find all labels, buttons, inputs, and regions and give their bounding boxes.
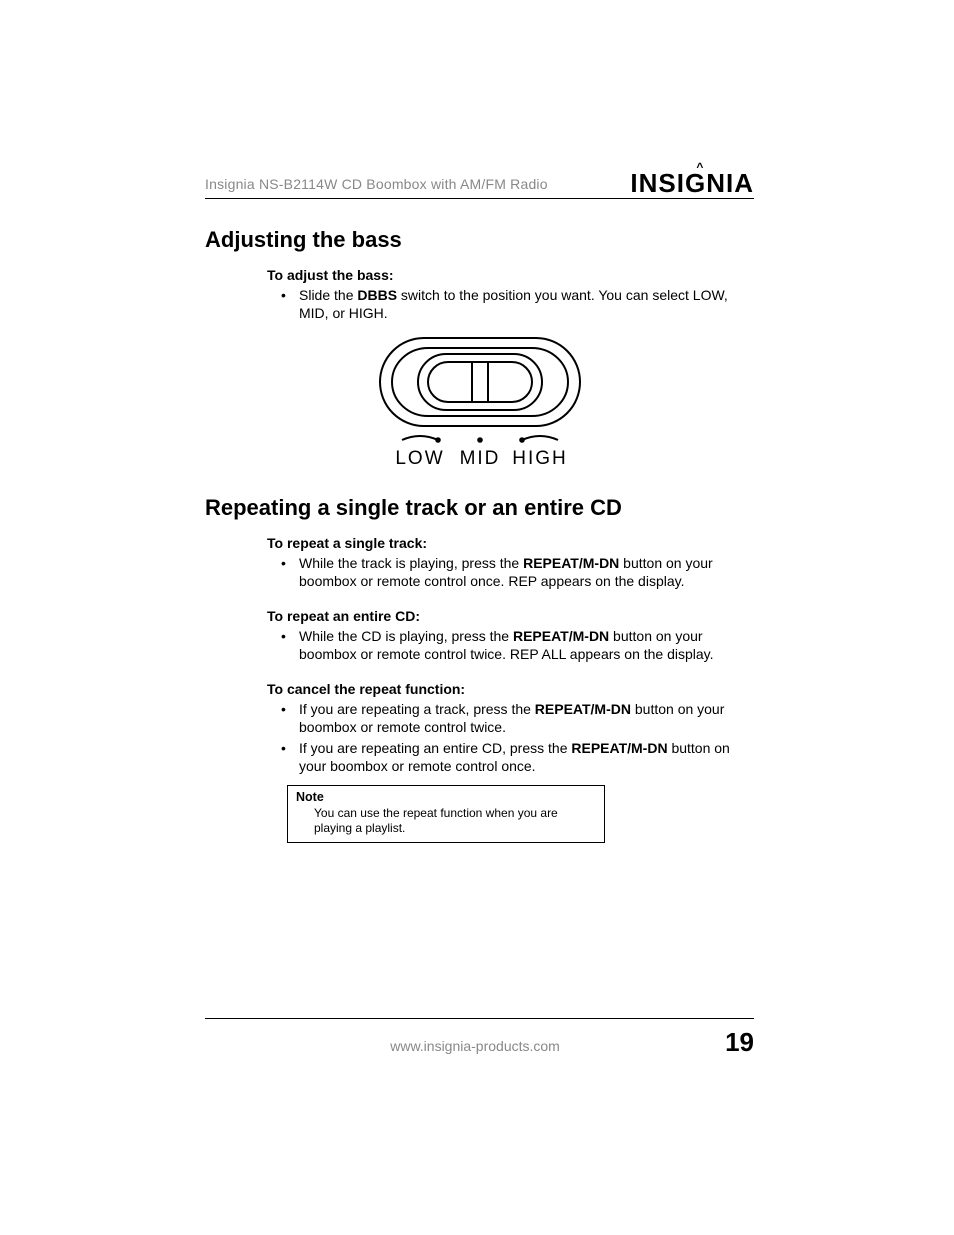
tick-dot-high — [519, 437, 525, 443]
list-item: If you are repeating an entire CD, press… — [267, 740, 754, 775]
slider-label-high: HIGH — [512, 448, 568, 469]
text-bold: REPEAT/M-DN — [535, 701, 631, 717]
list-item: If you are repeating a track, press the … — [267, 701, 754, 736]
subhead-repeat-entire: To repeat an entire CD: — [267, 608, 754, 624]
footer-rule — [205, 1018, 754, 1019]
list-item: While the CD is playing, press the REPEA… — [267, 628, 754, 663]
list-item: Slide the DBBS switch to the position yo… — [267, 287, 754, 322]
subhead-bass: To adjust the bass: — [267, 267, 754, 283]
note-body: You can use the repeat function when you… — [296, 806, 596, 836]
text: Slide the — [299, 287, 357, 303]
note-head: Note — [296, 790, 596, 804]
brand-text: INSIGNIA — [630, 168, 754, 198]
tick-dot-mid — [477, 437, 483, 443]
slider-label-mid: MID — [459, 448, 500, 469]
footer-url: www.insignia-products.com — [390, 1038, 560, 1054]
footer-row: www.insignia-products.com 19 — [205, 1027, 754, 1058]
text-bold: REPEAT/M-DN — [571, 740, 667, 756]
text-bold: DBBS — [357, 287, 397, 303]
bullets-repeat-entire: While the CD is playing, press the REPEA… — [267, 628, 754, 663]
text: If you are repeating a track, press the — [299, 701, 535, 717]
text: While the CD is playing, press the — [299, 628, 513, 644]
dbbs-slider-diagram: LOW MID HIGH — [205, 332, 754, 477]
text-bold: REPEAT/M-DN — [523, 555, 619, 571]
slider-label-low: LOW — [395, 448, 444, 469]
text: While the track is playing, press the — [299, 555, 523, 571]
subhead-repeat-cancel: To cancel the repeat function: — [267, 681, 754, 697]
text-bold: REPEAT/M-DN — [513, 628, 609, 644]
section-title-repeat: Repeating a single track or an entire CD — [205, 495, 754, 521]
slider-thumb — [472, 362, 488, 402]
bullets-repeat-cancel: If you are repeating a track, press the … — [267, 701, 754, 775]
logo-caret-icon: ^ — [696, 161, 704, 173]
brand-logo: ^ INSIGNIA — [630, 170, 754, 196]
tick-arc-low — [402, 436, 438, 440]
text: If you are repeating an entire CD, press… — [299, 740, 571, 756]
footer: www.insignia-products.com 19 — [205, 1018, 754, 1058]
header-product-line: Insignia NS-B2114W CD Boombox with AM/FM… — [205, 176, 548, 196]
bullets-bass: Slide the DBBS switch to the position yo… — [267, 287, 754, 322]
subhead-repeat-single: To repeat a single track: — [267, 535, 754, 551]
section-body-repeat: To repeat a single track: While the trac… — [267, 535, 754, 843]
section-title-bass: Adjusting the bass — [205, 227, 754, 253]
tick-dot-low — [435, 437, 441, 443]
page-number: 19 — [725, 1027, 754, 1058]
spacer — [267, 673, 754, 681]
header-row: Insignia NS-B2114W CD Boombox with AM/FM… — [205, 170, 754, 199]
list-item: While the track is playing, press the RE… — [267, 555, 754, 590]
spacer — [267, 600, 754, 608]
slider-svg: LOW MID HIGH — [370, 332, 590, 472]
tick-arc-high — [522, 436, 558, 440]
section-body-bass: To adjust the bass: Slide the DBBS switc… — [267, 267, 754, 322]
note-box: Note You can use the repeat function whe… — [287, 785, 605, 843]
bullets-repeat-single: While the track is playing, press the RE… — [267, 555, 754, 590]
